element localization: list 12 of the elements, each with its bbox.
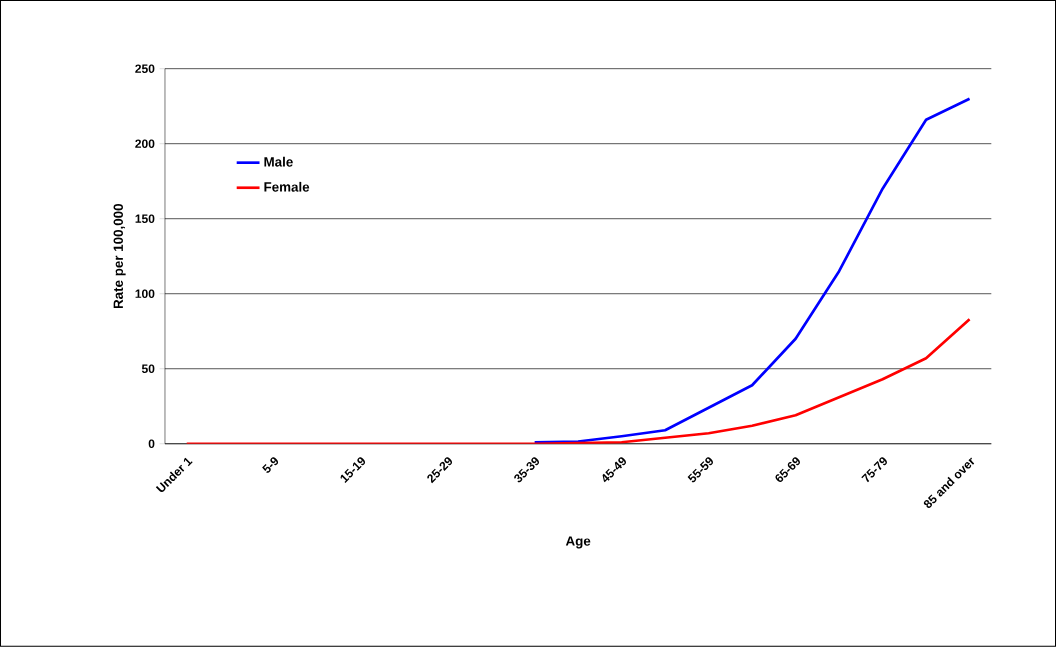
y-tick-label: 50 xyxy=(141,364,155,374)
x-axis-title: Age xyxy=(565,536,591,549)
y-tick-label: 250 xyxy=(135,64,155,74)
y-tick-label: 0 xyxy=(148,439,155,449)
y-tick-label: 200 xyxy=(135,139,155,149)
x-tick-label: 5-9 xyxy=(262,457,279,473)
line-series xyxy=(533,97,971,444)
legend-label: Male xyxy=(264,156,293,167)
y-tick-label: 150 xyxy=(135,214,155,224)
y-axis-title: Rate per 100,000 xyxy=(113,204,126,309)
y-tick-label: 100 xyxy=(135,289,155,299)
legend-label: Female xyxy=(264,181,310,192)
